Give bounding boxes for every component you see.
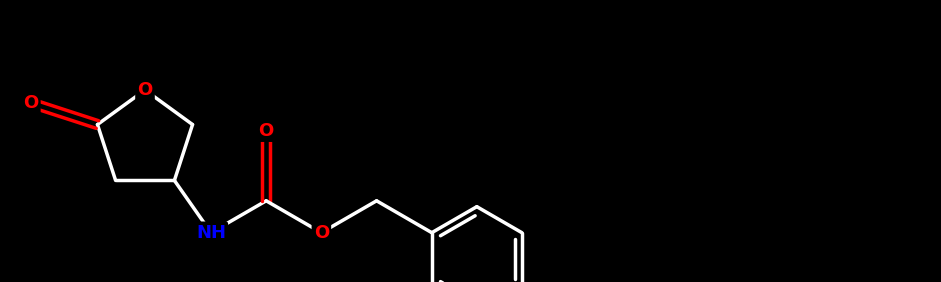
Text: O: O [313, 224, 329, 242]
Text: NH: NH [196, 224, 226, 242]
Text: O: O [24, 94, 39, 112]
Text: O: O [259, 122, 274, 140]
Text: O: O [137, 81, 152, 99]
